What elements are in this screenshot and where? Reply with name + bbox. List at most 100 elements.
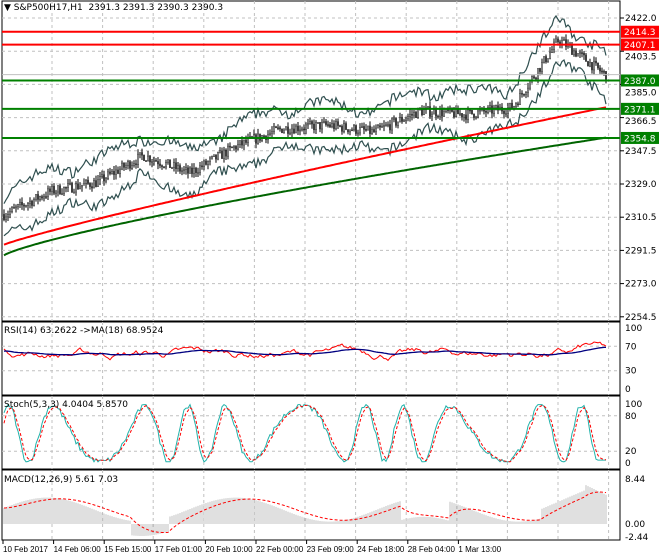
candle-body <box>111 171 113 174</box>
candle-body <box>213 154 215 157</box>
candle-body <box>545 56 547 63</box>
time-tick-label: 23 Feb 09:00 <box>307 545 355 554</box>
panel-1 <box>1 321 621 396</box>
collapse-triangle-icon[interactable]: ▼ <box>4 3 11 13</box>
candle-body <box>275 126 277 129</box>
candle-body <box>241 140 243 146</box>
candle-body <box>37 194 39 200</box>
candle-body <box>289 132 291 135</box>
candle-body <box>295 125 297 134</box>
stoch-tick-label: 80 <box>625 412 637 422</box>
candle-body <box>73 191 75 194</box>
candle-body <box>271 131 273 134</box>
price-tick-label: 2422.0 <box>625 14 657 24</box>
candle-body <box>371 129 373 134</box>
candle-body <box>61 193 63 195</box>
candle-body <box>405 118 407 121</box>
candle-body <box>87 179 89 184</box>
candle-body <box>439 109 441 117</box>
candle-body <box>207 161 209 165</box>
macd-signal-line <box>3 491 607 533</box>
candle-body <box>171 167 173 169</box>
candle-body <box>105 178 107 182</box>
candle-body <box>461 113 463 118</box>
candle-body <box>129 161 131 169</box>
candle-body <box>591 62 593 71</box>
candle-body <box>119 168 121 174</box>
candle-body <box>341 125 343 132</box>
candle-body <box>217 152 219 160</box>
rsi-title: RSI(14) 63.2622 ->MA(18) 68.9524 <box>4 326 164 336</box>
candle-body <box>427 106 429 109</box>
stoch-tick-label: 20 <box>625 447 637 457</box>
candle-body <box>565 39 567 47</box>
candle-body <box>191 167 193 174</box>
candle-body <box>279 127 281 130</box>
candle-body <box>169 159 171 168</box>
candle-body <box>35 194 37 200</box>
candle-body <box>317 122 319 124</box>
candle-body <box>507 107 509 114</box>
candle-body <box>301 128 303 131</box>
candle-body <box>321 121 323 130</box>
candle-body <box>589 62 591 67</box>
candle-body <box>555 38 557 43</box>
rsi-tick-label: 70 <box>625 342 637 352</box>
candle-body <box>401 117 403 122</box>
candle-body <box>101 174 103 177</box>
candle-body <box>145 160 147 162</box>
candle-body <box>25 205 27 207</box>
candle-body <box>391 118 393 131</box>
level-label-bg <box>621 74 659 87</box>
level-label: 2387.0 <box>624 77 656 87</box>
candle-body <box>539 68 541 72</box>
level-label: 2354.8 <box>624 134 656 144</box>
candle-body <box>263 135 265 137</box>
candle-body <box>51 186 53 192</box>
candle-body <box>549 52 551 59</box>
candle-body <box>547 58 549 63</box>
candle-body <box>107 171 109 179</box>
candle-body <box>585 54 587 62</box>
candle-body <box>211 156 213 159</box>
candle-body <box>573 50 575 55</box>
candle-body <box>97 179 99 187</box>
candle-body <box>201 165 203 168</box>
candle-body <box>55 191 57 194</box>
macd-tick-label: 8.44 <box>625 475 645 485</box>
candle-body <box>525 92 527 95</box>
stoch-title: Stoch(5,3,3) 4.0404 5.8570 <box>4 400 129 410</box>
level-label-bg <box>621 131 659 144</box>
candle-body <box>77 183 79 190</box>
time-tick-label: 17 Feb 01:00 <box>155 545 203 554</box>
candle-body <box>387 124 389 126</box>
candle-body <box>319 122 321 130</box>
candle-body <box>367 125 369 131</box>
candle-body <box>393 118 395 120</box>
candle-body <box>269 132 271 135</box>
candle-body <box>183 169 185 171</box>
level-label: 2371.1 <box>624 105 656 115</box>
candle-body <box>157 161 159 165</box>
candle-body <box>49 188 51 192</box>
candle-body <box>385 124 387 127</box>
candle-body <box>329 124 331 127</box>
candle-body <box>325 121 327 125</box>
candle-body <box>99 176 101 181</box>
candle-body <box>603 71 605 73</box>
candle-body <box>345 123 347 130</box>
level-label-bg <box>621 102 659 115</box>
stoch-main-line <box>3 403 606 463</box>
price-tick-label: 2310.5 <box>625 213 657 223</box>
panel-2 <box>1 395 621 470</box>
candle-body <box>515 103 517 107</box>
candle-body <box>235 146 237 150</box>
candle-body <box>467 109 469 120</box>
price-tick-label: 2403.5 <box>625 53 657 63</box>
candle-body <box>189 167 191 174</box>
candle-body <box>395 118 397 126</box>
time-tick-label: 1 Mar 13:00 <box>458 545 501 554</box>
level-label-bg <box>621 25 659 38</box>
candle-body <box>431 113 433 117</box>
